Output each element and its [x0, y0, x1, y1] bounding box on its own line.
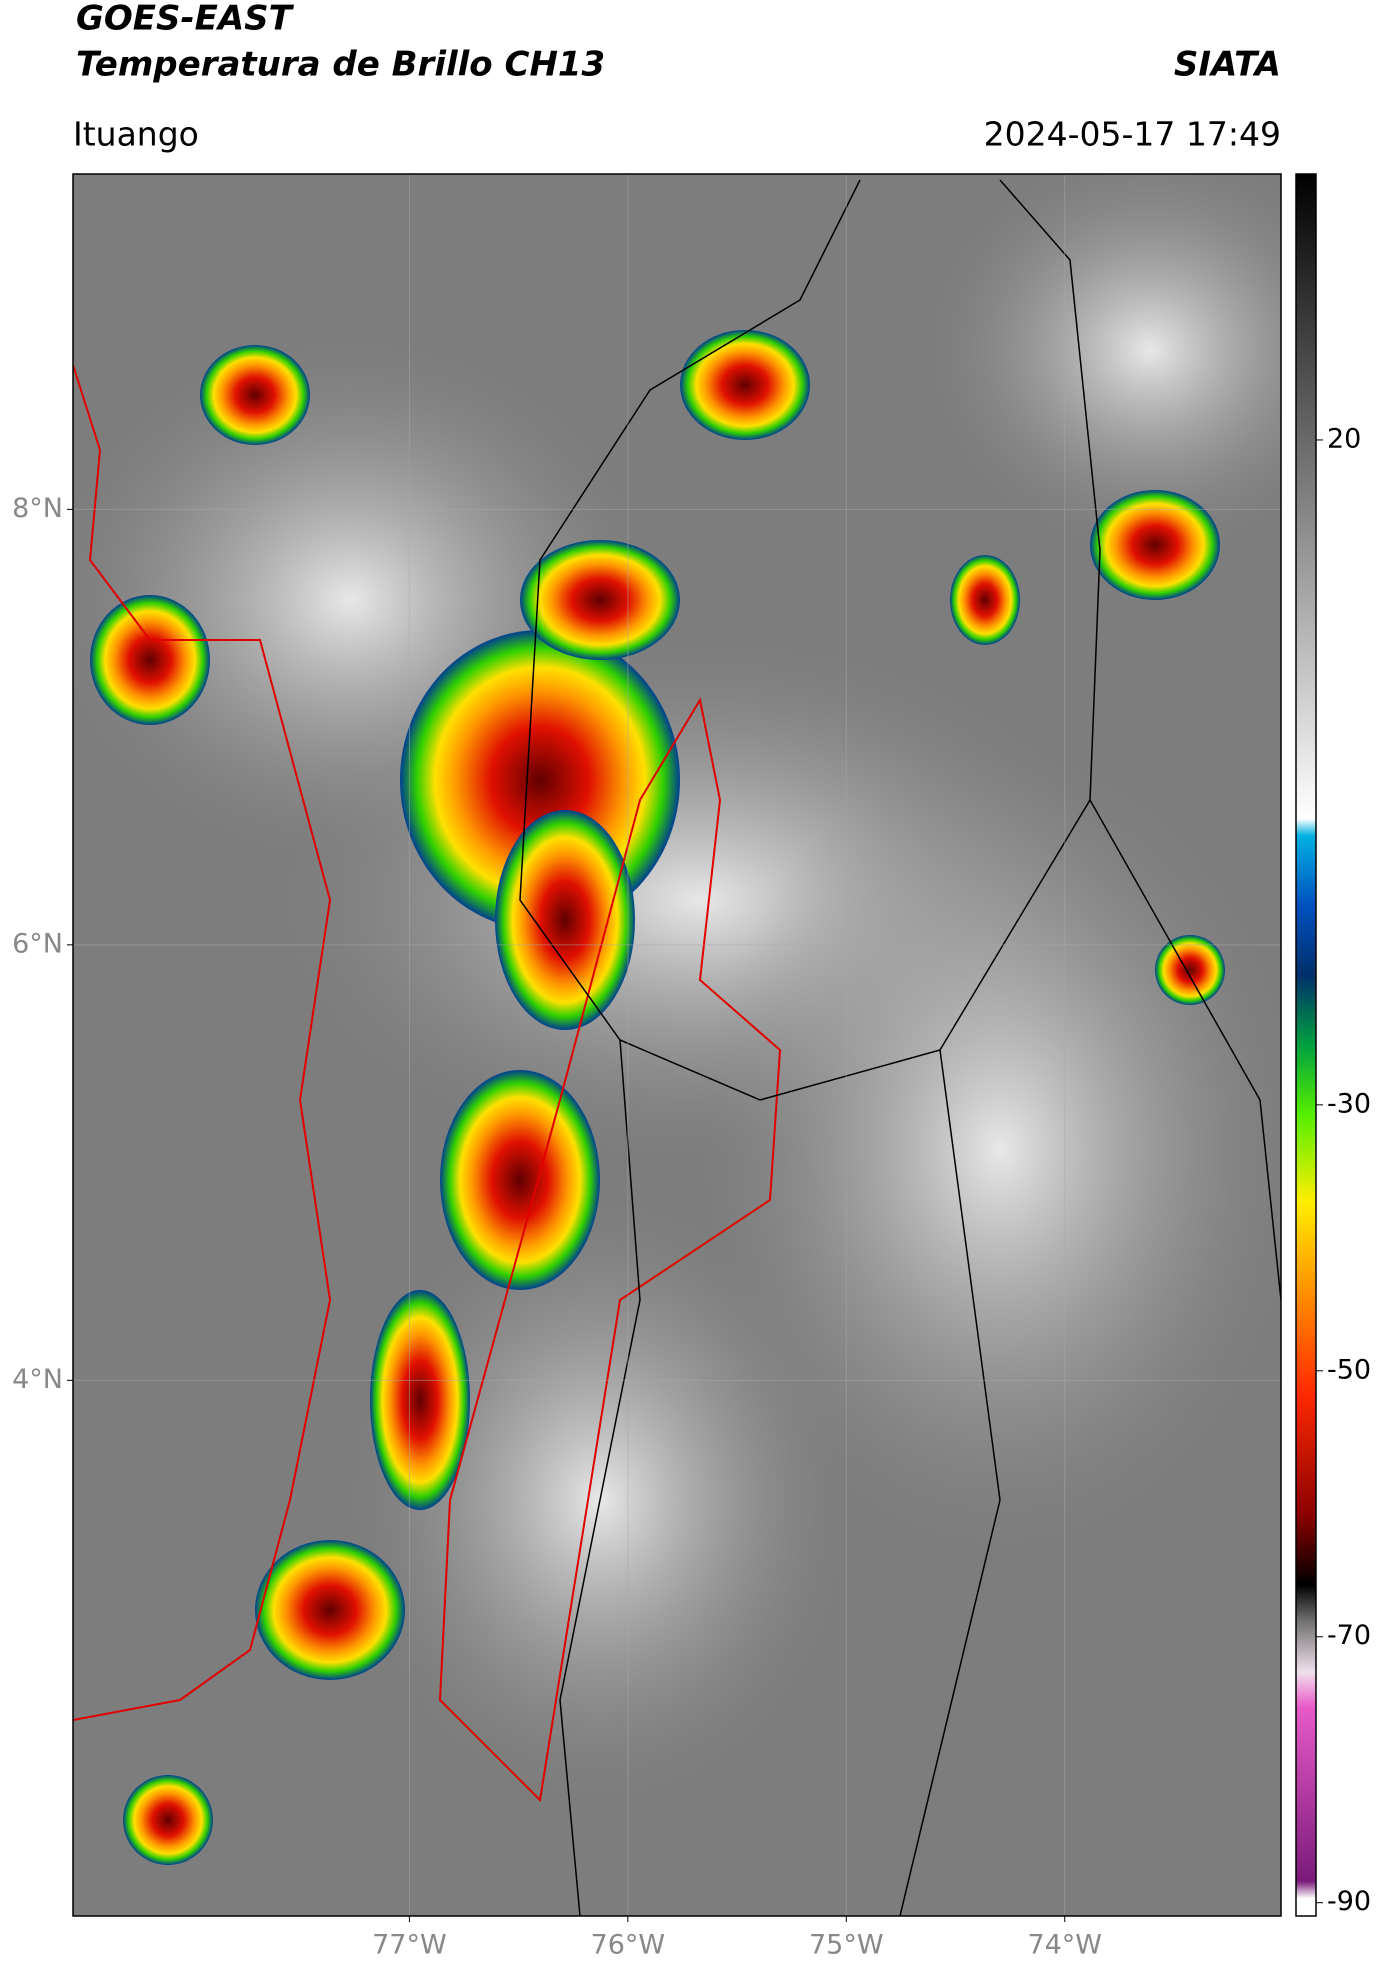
colorbar-tick-label: -90: [1327, 1886, 1371, 1917]
datetime: 2024-05-17 17:49: [984, 115, 1281, 154]
x-tick-label: 75°W: [809, 1930, 884, 1961]
map-frame: [72, 173, 1282, 1917]
map-image: [73, 174, 1281, 1916]
y-tick-label: 4°N: [12, 1364, 63, 1395]
source: SIATA: [1174, 45, 1281, 85]
x-tick-label: 76°W: [591, 1930, 666, 1961]
satellite: GOES-EAST: [76, 0, 295, 39]
x-tick-label: 74°W: [1027, 1930, 1102, 1961]
colorbar-tick-label: 20: [1327, 423, 1361, 454]
colorbar-tick-label: -50: [1327, 1354, 1371, 1385]
y-tick-label: 8°N: [12, 493, 63, 524]
location: Ituango: [73, 115, 199, 154]
y-tick-label: 6°N: [12, 928, 63, 959]
x-tick-label: 77°W: [372, 1930, 447, 1961]
colorbar-tick-label: -30: [1327, 1088, 1371, 1119]
colorbar-tick-label: -70: [1327, 1620, 1371, 1651]
colorbar: [1295, 173, 1317, 1917]
product: Temperatura de Brillo CH13: [76, 45, 605, 85]
